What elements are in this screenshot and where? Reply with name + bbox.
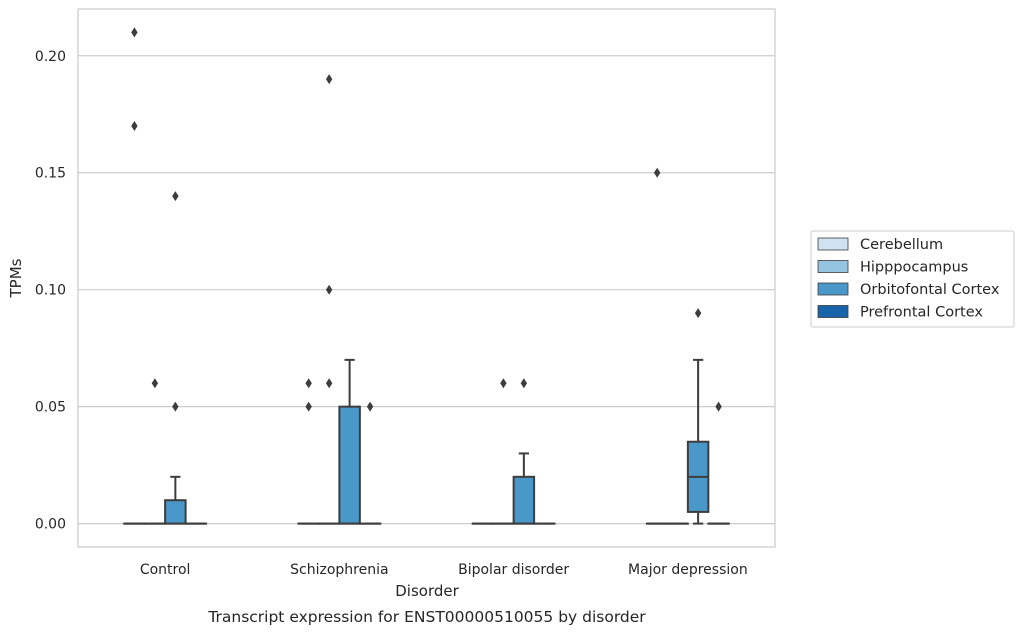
box-body — [338, 405, 361, 525]
box-orbitofontal-cortex — [686, 308, 710, 525]
box-plots — [123, 27, 730, 525]
legend-swatch — [817, 260, 849, 273]
outlier-point — [325, 378, 333, 389]
outlier-point — [366, 401, 374, 412]
outlier-point — [325, 284, 333, 295]
box-orbitofontal-cortex — [164, 191, 187, 525]
box-prefrontal-cortex — [707, 401, 730, 525]
box-hipppocampus — [317, 74, 341, 525]
y-tick-label: 0.00 — [35, 517, 66, 533]
outlier-point — [305, 401, 312, 412]
legend-label: Cerebellum — [860, 237, 943, 253]
y-tick-label: 0.05 — [35, 400, 66, 416]
y-axis-label: TPMs — [7, 258, 25, 298]
legend-frame — [810, 230, 1015, 328]
box-prefrontal-cortex — [358, 401, 382, 525]
y-tick-label: 0.15 — [35, 166, 66, 182]
chart-caption: Transcript expression for ENST0000051005… — [207, 608, 646, 626]
box-orbitofontal-cortex — [338, 358, 361, 525]
box-orbitofontal-cortex — [512, 378, 536, 525]
y-tick-label: 0.20 — [35, 49, 66, 65]
box-hipppocampus — [492, 378, 515, 525]
outlier-point — [151, 378, 159, 389]
x-tick-label: Control — [140, 562, 191, 578]
y-axis-ticks: 0.00 0.05 0.10 0.15 0.20 — [35, 49, 66, 533]
x-tick-label: Schizophrenia — [290, 562, 388, 578]
x-axis-ticks: Control Schizophrenia Bipolar disorder Majo… — [140, 562, 748, 578]
outlier-point — [172, 191, 179, 202]
legend-label: Hipppocampus — [860, 260, 968, 276]
plot-area — [77, 8, 776, 548]
legend-swatch — [817, 305, 849, 318]
box-body — [164, 499, 187, 525]
outlier-point — [131, 27, 138, 38]
y-tick-label: 0.10 — [35, 283, 66, 299]
outlier-point — [715, 401, 722, 412]
x-tick-label: Major depression — [628, 562, 748, 578]
outlier-point — [653, 167, 661, 178]
box-body — [512, 475, 536, 525]
legend-swatch — [817, 282, 849, 296]
legend-label: Prefrontal Cortex — [860, 305, 983, 321]
x-tick-label: Bipolar disorder — [458, 562, 569, 578]
outlier-point — [520, 378, 528, 389]
outlier-point — [131, 120, 138, 131]
outlier-point — [305, 378, 312, 389]
legend: Cerebellum Hipppocampus Orbitofontal Corte… — [810, 230, 1015, 328]
x-axis-label: Disorder — [395, 582, 459, 600]
outlier-point — [694, 308, 702, 319]
legend-swatch — [817, 237, 849, 251]
legend-label: Orbitofontal Cortex — [860, 282, 1000, 298]
outlier-point — [172, 401, 179, 412]
outlier-point — [325, 74, 333, 85]
box-cerebellum — [123, 27, 146, 525]
outlier-point — [500, 378, 507, 389]
